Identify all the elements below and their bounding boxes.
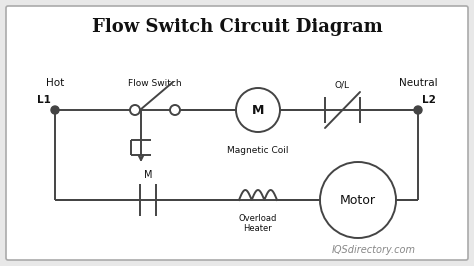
Text: M: M (252, 103, 264, 117)
Circle shape (414, 106, 422, 114)
Text: L2: L2 (422, 95, 436, 105)
Text: Magnetic Coil: Magnetic Coil (227, 146, 289, 155)
Text: L1: L1 (37, 95, 51, 105)
Text: Neutral: Neutral (399, 78, 438, 88)
Circle shape (51, 106, 59, 114)
Circle shape (170, 105, 180, 115)
Circle shape (130, 105, 140, 115)
Text: O/L: O/L (335, 81, 350, 90)
Circle shape (236, 88, 280, 132)
Text: Flow Switch: Flow Switch (128, 79, 182, 88)
FancyBboxPatch shape (6, 6, 468, 260)
Text: M: M (144, 170, 152, 180)
Text: Flow Switch Circuit Diagram: Flow Switch Circuit Diagram (91, 18, 383, 36)
Circle shape (320, 162, 396, 238)
Text: Motor: Motor (340, 193, 376, 206)
Text: Hot: Hot (46, 78, 64, 88)
Text: Overload
Heater: Overload Heater (239, 214, 277, 233)
Text: IQSdirectory.com: IQSdirectory.com (332, 245, 416, 255)
